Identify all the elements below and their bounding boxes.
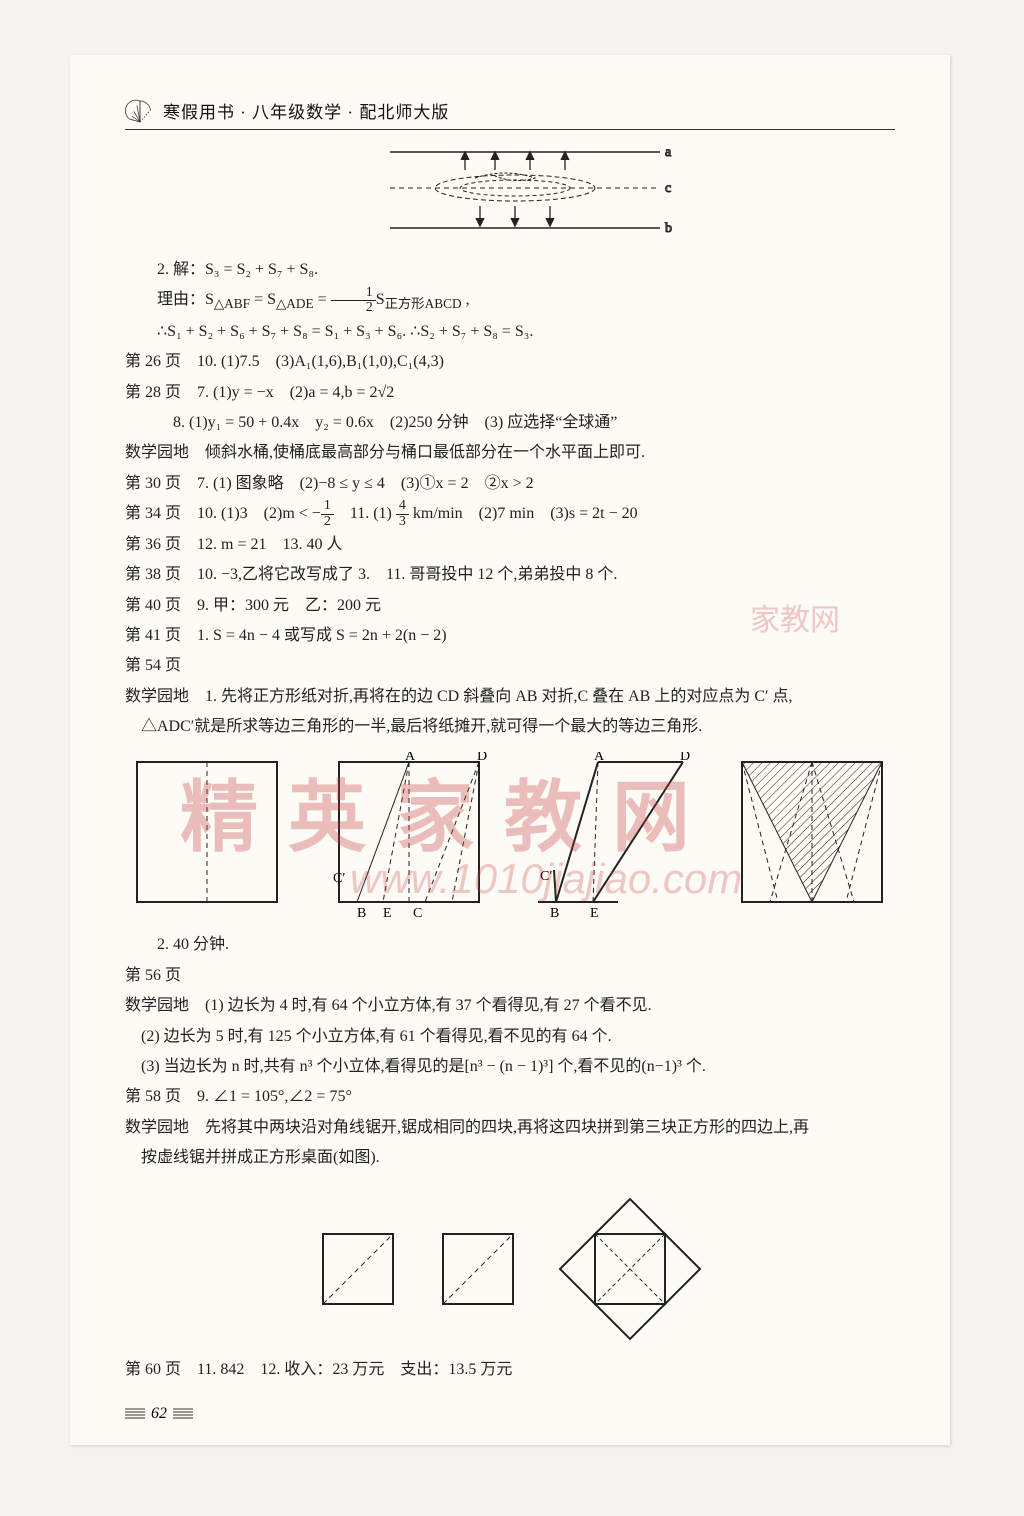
t: D [680,752,690,764]
line-12: 第 40 页 9. 甲：300 元 乙：200 元 [125,591,895,621]
line-9: 第 34 页 10. (1)3 (2)m < −12 11. (1) 43 km… [125,499,895,530]
t: E [590,906,599,921]
line-15: 数学园地 1. 先将正方形纸对折,再将在的边 CD 斜叠向 AB 对折,C 叠在… [125,682,895,712]
t: = [314,291,331,308]
t: E [383,906,392,921]
line-2: 理由：S△ABF = S△ADE = 12S正方形ABCD , [125,285,895,317]
line-10: 第 36 页 12. m = 21 13. 40 人 [125,530,895,560]
fig-label-c: c [665,181,671,196]
line-22: 第 58 页 9. ∠1 = 105°,∠2 = 75° [125,1082,895,1112]
line-20: (2) 边长为 5 时,有 125 个小立方体,有 61 个看得见,看不见的有 … [125,1022,895,1052]
t: km/min (2)7 min (3)s = 2t − 20 [409,505,638,522]
line-18: 第 56 页 [125,961,895,991]
t: 第 34 页 10. (1)3 (2)m < − [125,505,321,522]
fraction: 12 [321,499,334,529]
page: 寒假用书 · 八年级数学 · 配北师大版 a b c [70,55,950,1445]
line-25: 第 60 页 11. 842 12. 收入：23 万元 支出：13.5 万元 [125,1355,895,1385]
header-title: 寒假用书 · 八年级数学 · 配北师大版 [163,98,449,123]
t: C′ [540,869,552,884]
t: 2 [331,301,376,316]
t: △ADE [276,297,314,312]
page-header: 寒假用书 · 八年级数学 · 配北师大版 [125,95,895,130]
t: S [376,291,385,308]
line-11: 第 38 页 10. −3,乙将它改写成了 3. 11. 哥哥投中 12 个,弟… [125,560,895,590]
line-3: ∴S₁ + S₂ + S₆ + S₇ + S₈ = S₁ + S₃ + S₆. … [125,317,895,347]
figure-cut-row [125,1192,895,1347]
fraction: 43 [396,499,409,529]
line-8: 第 30 页 7. (1) 图象略 (2)−8 ≤ y ≤ 4 (3)①x = … [125,469,895,499]
line-5: 第 28 页 7. (1)y = −x (2)a = 4,b = 2√2 [125,378,895,408]
line-21: (3) 当边长为 n 时,共有 n³ 个小立体,看得见的是[n³ − (n − … [125,1052,895,1082]
figure-cut-1 [313,1224,403,1314]
line-14: 第 54 页 [125,651,895,681]
figure-river: a b c [330,140,690,245]
figure-fold-1 [125,752,290,922]
body-content: 2. 解：S₃ = S₂ + S₇ + S₈. 理由：S△ABF = S△ADE… [125,255,895,1385]
figure-cut-3 [553,1192,708,1347]
t: C [413,906,422,921]
line-7: 数学园地 倾斜水桶,使桶底最高部分与桶口最低部分在一个水平面上即可. [125,438,895,468]
page-number: 62 [125,1405,193,1423]
fig-label-b: b [665,221,672,236]
t: B [357,906,366,921]
line-17: 2. 40 分钟. [125,930,895,960]
figure-fold-2: A D C′ B E C [327,752,492,922]
t: C′ [333,871,345,886]
line-6: 8. (1)y₁ = 50 + 0.4x y₂ = 0.6x (2)250 分钟… [125,408,895,438]
t: 4 [396,499,409,515]
line-4: 第 26 页 10. (1)7.5 (3)A₁(1,6),B₁(1,0),C₁(… [125,347,895,377]
t: 1 [321,499,334,515]
t: A [594,752,605,764]
t: 11. (1) [334,505,396,522]
t: 理由：S [157,291,214,308]
t: △ABF [214,297,250,312]
pagenum-decor-icon [125,1407,145,1421]
fig-label-a: a [665,145,672,160]
t: 3 [396,515,409,530]
line-24: 按虚线锯并拼成正方形桌面(如图). [125,1143,895,1173]
t: , [462,291,470,308]
t: D [477,752,487,764]
page-number-text: 62 [151,1405,167,1423]
line-13: 第 41 页 1. S = 4n − 4 或写成 S = 2n + 2(n − … [125,621,895,651]
t: 正方形ABCD [385,297,462,312]
figure-fold-3: A D C′ B E [528,752,693,922]
line-23: 数学园地 先将其中两块沿对角线锯开,锯成相同的四块,再将这四块拼到第三块正方形的… [125,1113,895,1143]
figure-folding-row: A D C′ B E C A D C′ B [125,752,895,922]
line-19: 数学园地 (1) 边长为 4 时,有 64 个小立方体,有 37 个看得见,有 … [125,991,895,1021]
t: = S [250,291,276,308]
t: 1 [331,286,376,302]
fan-logo-icon [125,95,155,125]
line-1: 2. 解：S₃ = S₂ + S₇ + S₈. [125,255,895,285]
figure-cut-2 [433,1224,523,1314]
pagenum-decor-icon [173,1407,193,1421]
t: A [405,752,416,764]
line-16: △ADC′就是所求等边三角形的一半,最后将纸摊开,就可得一个最大的等边三角形. [125,712,895,742]
t: 2 [321,515,334,530]
fraction: 12 [331,286,376,316]
figure-fold-4 [730,752,895,922]
t: B [550,906,559,921]
